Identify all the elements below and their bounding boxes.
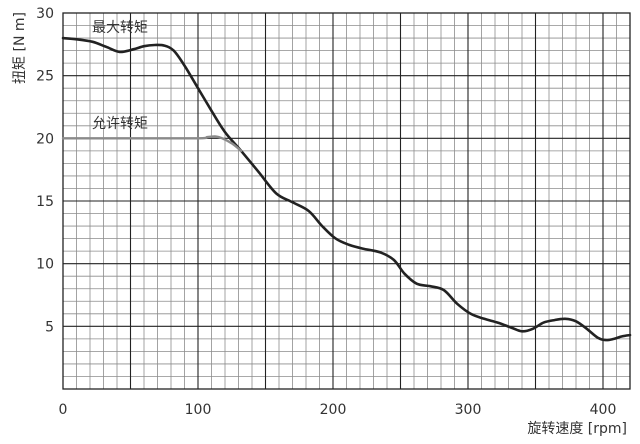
x-axis-title: 旋转速度 [rpm] bbox=[527, 421, 627, 437]
x-tick-label: 400 bbox=[590, 402, 617, 418]
x-tick-label: 200 bbox=[320, 402, 347, 418]
y-tick-label: 25 bbox=[36, 69, 54, 85]
series-line-max-torque bbox=[61, 36, 632, 342]
y-tick-label: 5 bbox=[45, 319, 54, 335]
plot-frame bbox=[62, 12, 631, 390]
x-tick-label: 100 bbox=[185, 402, 212, 418]
plot-series bbox=[61, 36, 632, 342]
y-axis-title: 扭矩 [N m] bbox=[12, 12, 28, 84]
series-label-allowable-torque: 允许转矩 bbox=[92, 116, 148, 132]
labels: 最大转矩 允许转矩 扭矩 [N m] 旋转速度 [rpm] 0 100 200 300… bbox=[12, 6, 627, 437]
y-tick-label: 30 bbox=[36, 6, 54, 22]
y-tick-label: 10 bbox=[36, 257, 54, 273]
series-line-allowable-torque bbox=[61, 135, 243, 153]
series-label-max-torque: 最大转矩 bbox=[92, 20, 148, 36]
x-tick-label: 300 bbox=[455, 402, 482, 418]
y-tick-label: 20 bbox=[36, 131, 54, 147]
x-tick-label: 0 bbox=[59, 402, 68, 418]
y-tick-label: 15 bbox=[36, 194, 54, 210]
grid bbox=[62, 12, 631, 390]
